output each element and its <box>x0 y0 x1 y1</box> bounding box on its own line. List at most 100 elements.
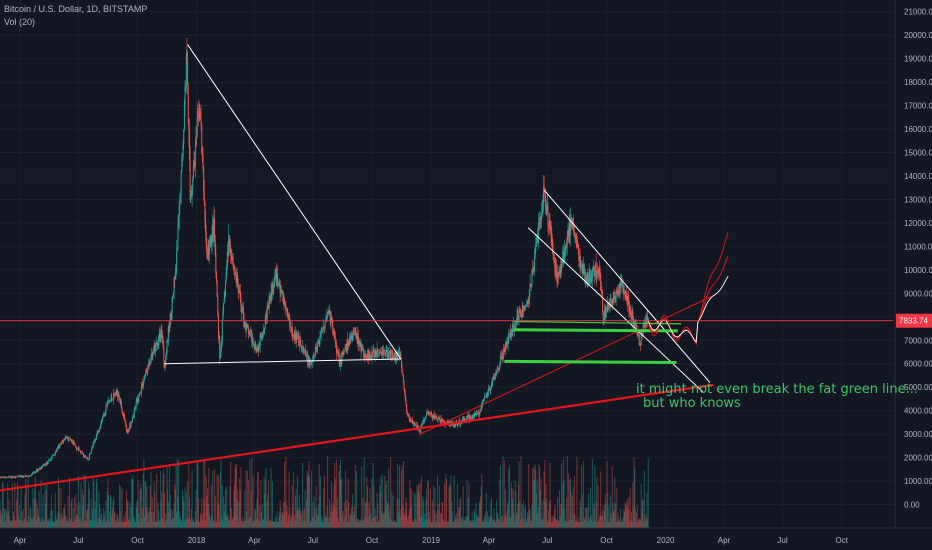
candle-body <box>408 416 410 420</box>
price-axis[interactable]: 0.001000.002000.003000.004000.005000.006… <box>904 8 932 510</box>
candle-body <box>149 360 151 363</box>
volume-bar <box>454 521 456 528</box>
candle-body <box>565 243 567 252</box>
volume-bar <box>390 520 392 528</box>
volume-bar <box>110 494 112 528</box>
volume-bar <box>371 478 373 528</box>
candle-body <box>549 220 551 226</box>
candle-body <box>264 327 266 331</box>
candle-body <box>365 354 367 356</box>
candle-body <box>54 452 56 455</box>
volume-bar <box>519 501 521 528</box>
candle-body <box>151 353 153 356</box>
candle-body <box>248 333 250 335</box>
candle-body <box>122 411 124 416</box>
volume-bar <box>450 475 452 528</box>
candle-body <box>81 451 83 454</box>
candle-body <box>207 255 209 259</box>
volume-bar <box>103 516 105 528</box>
candlesticks <box>0 37 649 479</box>
volume-bar <box>445 474 447 528</box>
volume-bar <box>120 521 122 528</box>
candle-body <box>573 232 575 237</box>
volume-bar <box>163 474 165 528</box>
candle-body <box>153 345 155 351</box>
volume-legend[interactable]: Vol (20) <box>4 17 36 27</box>
candle-body <box>627 296 629 303</box>
candle-body <box>401 367 403 373</box>
candle-body <box>508 334 510 337</box>
candle-body <box>640 333 642 346</box>
volume-bar <box>586 508 588 528</box>
volume-bar <box>622 516 624 528</box>
candle-body <box>116 390 118 394</box>
volume-bar <box>312 502 314 528</box>
candle-body <box>70 438 72 440</box>
candle-body <box>392 356 394 359</box>
symbol-legend[interactable]: Bitcoin / U.S. Dollar, 1D, BITSTAMP <box>4 4 148 14</box>
volume-bar <box>560 503 562 528</box>
time-tick-label: Apr <box>248 536 261 545</box>
candle-body <box>500 355 502 358</box>
volume-bar <box>470 521 472 528</box>
candle-body <box>614 296 616 298</box>
volume-bar <box>221 517 223 528</box>
volume-bar <box>247 520 249 528</box>
volume-bar <box>214 469 216 528</box>
candle-body <box>575 236 577 241</box>
candle-body <box>465 419 467 420</box>
volume-bar <box>395 521 397 528</box>
volume-bar <box>272 521 274 528</box>
volume-bar <box>14 520 16 528</box>
candle-body <box>310 361 312 364</box>
candle-body <box>375 352 377 356</box>
volume-bar <box>365 502 367 528</box>
volume-bar <box>203 461 205 528</box>
volume-bar <box>406 516 408 528</box>
candle-body <box>18 475 20 477</box>
candle-body <box>591 277 593 281</box>
candle-body <box>45 463 47 465</box>
candle-body <box>568 229 570 237</box>
candle-body <box>308 358 310 366</box>
volume-bar <box>332 502 334 528</box>
candle-body <box>362 346 364 350</box>
candle-body <box>434 416 436 420</box>
volume-bar <box>209 516 211 528</box>
volume-bar <box>81 489 83 528</box>
candle-body <box>539 217 541 219</box>
volume-bar <box>627 499 629 528</box>
volume-bar <box>133 516 135 528</box>
candle-body <box>190 192 192 196</box>
candle-body <box>602 294 604 313</box>
candle-body <box>271 282 273 294</box>
volume-bar <box>642 499 644 528</box>
volume-bar <box>290 514 292 528</box>
volume-bar <box>179 519 181 528</box>
price-tick-label: 1000.00 <box>904 477 932 486</box>
volume-bar <box>5 521 7 528</box>
candle-body <box>240 298 242 306</box>
candle-body <box>615 291 617 303</box>
volume-bar <box>392 521 394 528</box>
candle-body <box>510 330 512 338</box>
white-trendline <box>543 189 711 383</box>
candle-body <box>410 419 412 422</box>
volume-bar <box>95 508 97 528</box>
volume-bar <box>12 512 14 528</box>
candle-body <box>239 290 241 292</box>
candle-body <box>142 384 144 387</box>
candle-body <box>309 361 311 363</box>
candle-body <box>592 268 594 272</box>
volume-bar <box>242 521 244 528</box>
candle-body <box>314 354 316 356</box>
price-tick-label: 7000.00 <box>904 336 932 345</box>
candle-body <box>422 421 424 422</box>
volume-bar <box>245 470 247 528</box>
volume-bar <box>201 520 203 528</box>
candle-body <box>350 334 352 335</box>
volume-bar <box>0 498 1 528</box>
candle-body <box>242 308 244 321</box>
time-axis[interactable]: Apr Jul Oct 2018 Apr Jul Oct 2019 Apr Jul Oct 2020 A… <box>14 536 849 545</box>
